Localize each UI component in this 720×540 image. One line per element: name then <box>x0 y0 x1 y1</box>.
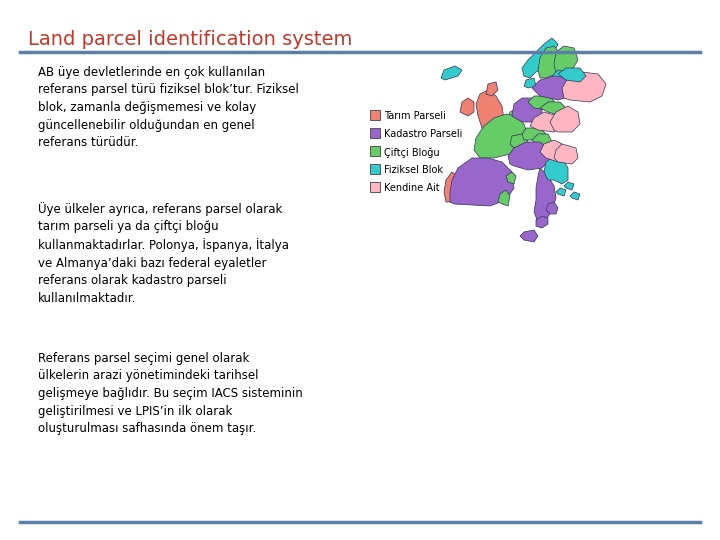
Polygon shape <box>540 140 564 162</box>
Polygon shape <box>532 134 552 148</box>
Polygon shape <box>546 202 558 214</box>
Text: Çiftçi Bloğu: Çiftçi Bloğu <box>384 147 440 158</box>
Polygon shape <box>538 46 562 78</box>
Polygon shape <box>512 98 542 122</box>
Text: Kadastro Parseli: Kadastro Parseli <box>384 129 462 139</box>
Text: Fiziksel Blok: Fiziksel Blok <box>384 165 443 175</box>
Polygon shape <box>460 98 474 116</box>
Polygon shape <box>524 78 536 88</box>
Polygon shape <box>558 68 586 82</box>
Polygon shape <box>564 182 574 190</box>
Text: Tarım Parseli: Tarım Parseli <box>384 111 446 121</box>
Text: AB üye devletlerinde en çok kullanılan
referans parsel türü fiziksel blok’tur. F: AB üye devletlerinde en çok kullanılan r… <box>38 66 299 149</box>
Polygon shape <box>508 108 524 124</box>
Polygon shape <box>570 192 580 200</box>
Polygon shape <box>450 158 514 206</box>
Polygon shape <box>476 90 504 142</box>
Polygon shape <box>550 106 580 132</box>
Polygon shape <box>544 156 568 184</box>
Polygon shape <box>486 82 498 96</box>
Polygon shape <box>528 96 556 110</box>
Polygon shape <box>506 172 516 184</box>
Bar <box>370 182 380 192</box>
Polygon shape <box>508 142 550 170</box>
Bar <box>370 164 380 174</box>
Polygon shape <box>522 128 546 140</box>
Polygon shape <box>552 70 568 82</box>
Text: Referans parsel seçimi genel olarak
ülkelerin arazi yönetimindeki tarihsel
geliş: Referans parsel seçimi genel olarak ülke… <box>38 352 302 435</box>
Polygon shape <box>554 144 578 164</box>
Polygon shape <box>530 112 562 132</box>
Polygon shape <box>520 230 538 242</box>
Bar <box>370 128 380 138</box>
Polygon shape <box>532 76 576 100</box>
Polygon shape <box>441 66 462 80</box>
Polygon shape <box>562 72 606 102</box>
Bar <box>370 110 380 120</box>
Polygon shape <box>556 188 566 196</box>
Text: Kendine Ait: Kendine Ait <box>384 183 440 193</box>
Polygon shape <box>522 38 558 78</box>
Text: Land parcel identification system: Land parcel identification system <box>28 30 352 49</box>
Polygon shape <box>444 172 460 202</box>
Polygon shape <box>540 102 568 116</box>
Polygon shape <box>498 190 510 206</box>
Bar <box>370 146 380 156</box>
Polygon shape <box>474 114 528 158</box>
Polygon shape <box>510 134 528 148</box>
Polygon shape <box>536 216 548 228</box>
Polygon shape <box>554 46 578 74</box>
Polygon shape <box>534 168 556 226</box>
Text: Üye ülkeler ayrıca, referans parsel olarak
tarım parseli ya da çiftçi bloğu
kull: Üye ülkeler ayrıca, referans parsel olar… <box>38 202 289 305</box>
